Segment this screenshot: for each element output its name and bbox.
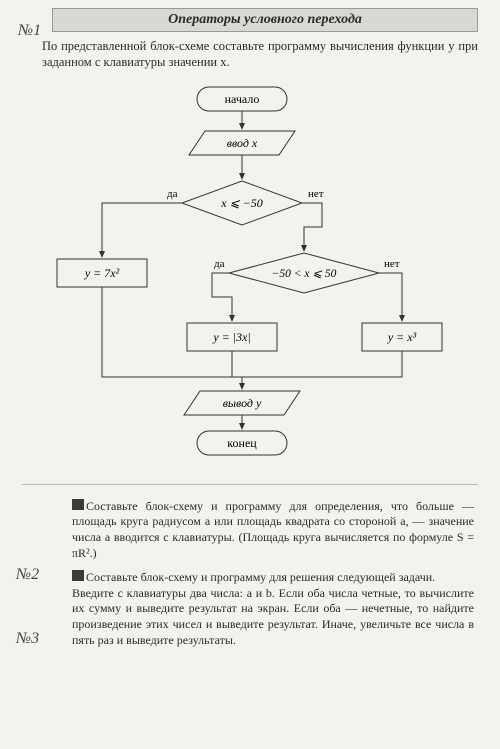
task3-block: Составьте блок-схему и программу для реш…	[72, 570, 474, 649]
node-cond1-label: x ⩽ −50	[220, 196, 262, 210]
task2-text: Составьте блок-схему и программу для опр…	[72, 499, 474, 560]
task-marker-icon	[72, 570, 84, 581]
node-output-label: вывод y	[223, 396, 262, 410]
task-marker-icon	[72, 499, 84, 510]
node-input-label: ввод x	[227, 136, 258, 150]
task3-text: Введите с клавиатуры два числа: a и b. Е…	[72, 586, 474, 647]
task1-text: По представленной блок-схеме составьте п…	[42, 38, 478, 71]
edge-label-yes2: да	[214, 258, 225, 270]
edge-label-no: нет	[308, 188, 324, 200]
task2-block: Составьте блок-схему и программу для опр…	[72, 499, 474, 562]
task3-lead: Составьте блок-схему и программу для реш…	[86, 570, 435, 584]
page-title: Операторы условного перехода	[52, 8, 478, 32]
annotation-n3: №3	[16, 630, 39, 648]
node-proc3-label: y = x³	[387, 330, 417, 344]
node-end-label: конец	[227, 436, 257, 450]
edge-label-yes: да	[167, 188, 178, 200]
section-divider	[22, 484, 478, 485]
annotation-n1: №1	[18, 22, 41, 40]
node-start-label: начало	[225, 92, 260, 106]
edge-label-no2: нет	[384, 258, 400, 270]
edge	[212, 273, 232, 321]
edge	[232, 351, 242, 377]
node-cond2-label: −50 < x ⩽ 50	[272, 268, 337, 280]
annotation-n2: №2	[16, 566, 39, 584]
edge	[102, 203, 182, 257]
edge	[302, 203, 322, 251]
flowchart: начало ввод x x ⩽ −50 да нет y = 7x² −50…	[22, 77, 462, 457]
edge	[242, 351, 402, 377]
node-proc1-label: y = 7x²	[84, 266, 120, 280]
edge	[379, 273, 402, 321]
node-proc2-label: y = |3x|	[212, 330, 250, 344]
